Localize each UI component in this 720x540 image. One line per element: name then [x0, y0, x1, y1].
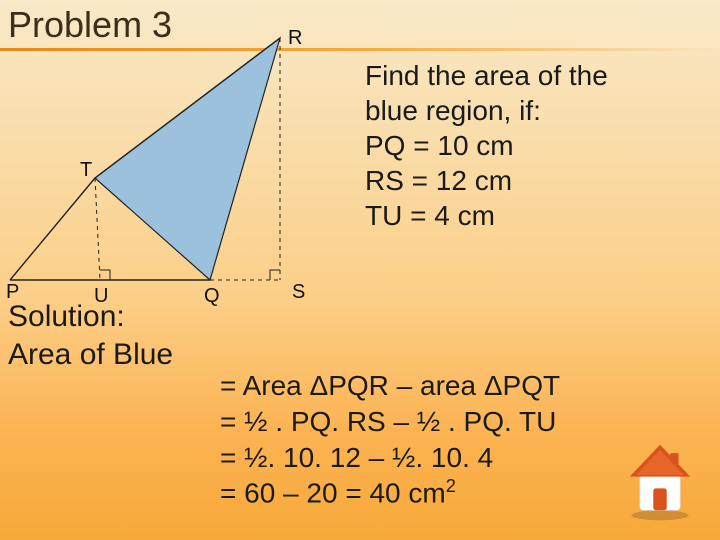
slide: Problem 3 PQRSTU Find the area of the bl… — [0, 0, 720, 540]
solution-subject: Area of Blue — [8, 336, 173, 374]
vertex-label-S: S — [292, 281, 305, 303]
solution-label: Solution: Area of Blue — [8, 298, 173, 373]
problem-line: PQ = 10 cm — [365, 128, 705, 163]
solution-step: = ½ . PQ. RS – ½ . PQ. TU — [220, 404, 720, 440]
home-icon[interactable] — [618, 438, 702, 522]
vertex-label-R: R — [288, 27, 302, 49]
solution-heading: Solution: — [8, 298, 173, 336]
blue-region — [95, 38, 280, 280]
problem-line: TU = 4 cm — [365, 198, 705, 233]
vertex-label-Q: Q — [204, 285, 220, 307]
superscript: 2 — [446, 476, 456, 496]
vertex-label-T: T — [80, 159, 92, 181]
problem-line: blue region, if: — [365, 93, 705, 128]
geometry-diagram: PQRSTU — [0, 20, 360, 320]
solution-step: = Area ΔPQR – area ΔPQT — [220, 368, 720, 404]
problem-line: Find the area of the — [365, 58, 705, 93]
problem-line: RS = 12 cm — [365, 163, 705, 198]
problem-statement: Find the area of the blue region, if: PQ… — [365, 58, 705, 233]
solution-step-text: = 60 – 20 = 40 cm — [220, 478, 446, 509]
